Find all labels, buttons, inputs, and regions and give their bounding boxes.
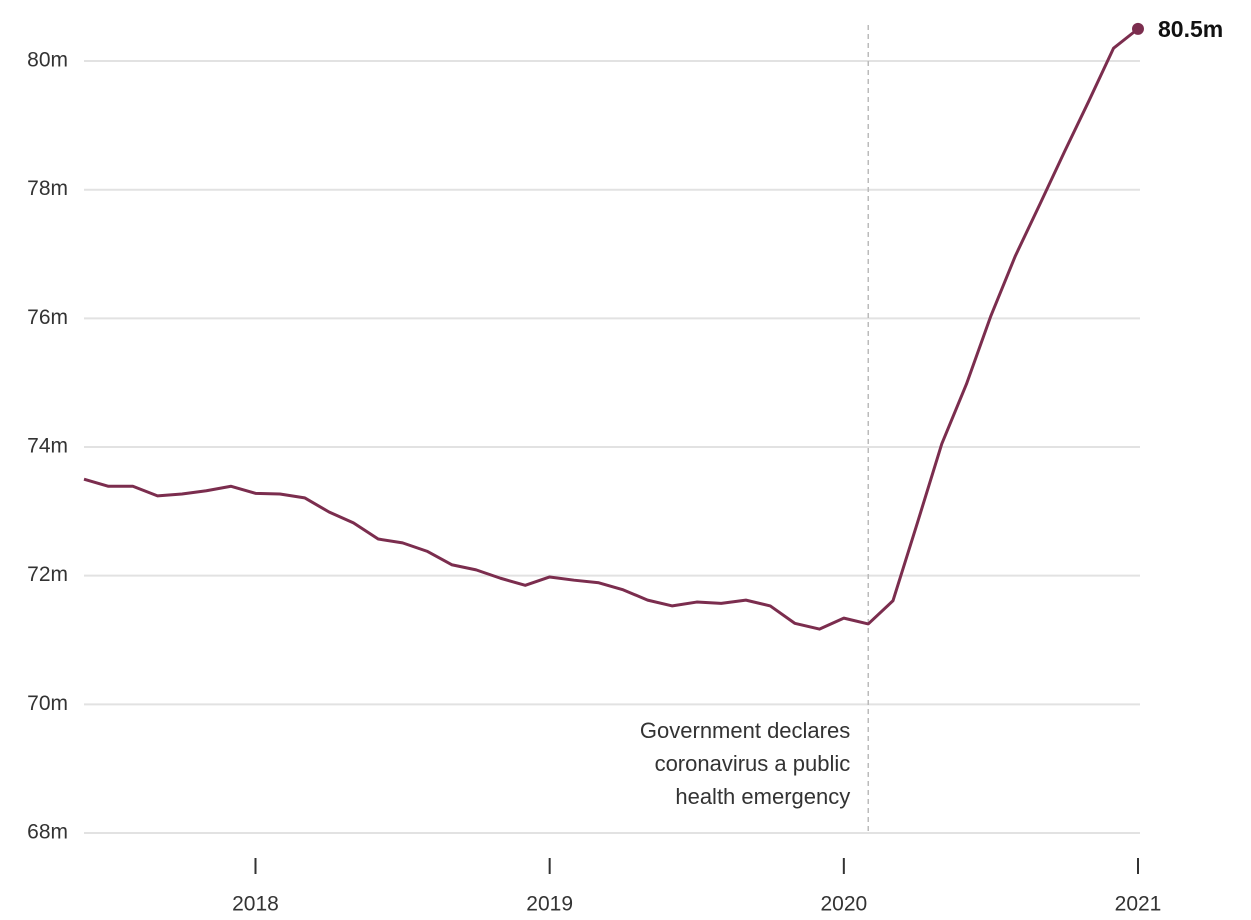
y-tick-label: 68m [27,821,68,844]
y-tick-label: 78m [27,177,68,200]
x-tick-label: 2019 [526,893,573,916]
x-tick-label: 2018 [232,893,279,916]
value-label: 80.5m [1158,16,1223,42]
annotation-text: coronavirus a public [655,751,851,776]
y-tick-label: 80m [27,49,68,72]
annotation-text: Government declares [640,718,850,743]
end-point [1132,22,1144,35]
x-tick-label: 2021 [1115,893,1162,916]
annotation-text: health emergency [675,784,850,809]
x-tick-label: 2020 [820,893,867,916]
data-line [83,27,1139,631]
y-tick-label: 74m [27,435,68,458]
y-tick-label: 70m [27,692,68,715]
y-tick-label: 76m [27,306,68,329]
y-tick-label: 72m [27,563,68,586]
